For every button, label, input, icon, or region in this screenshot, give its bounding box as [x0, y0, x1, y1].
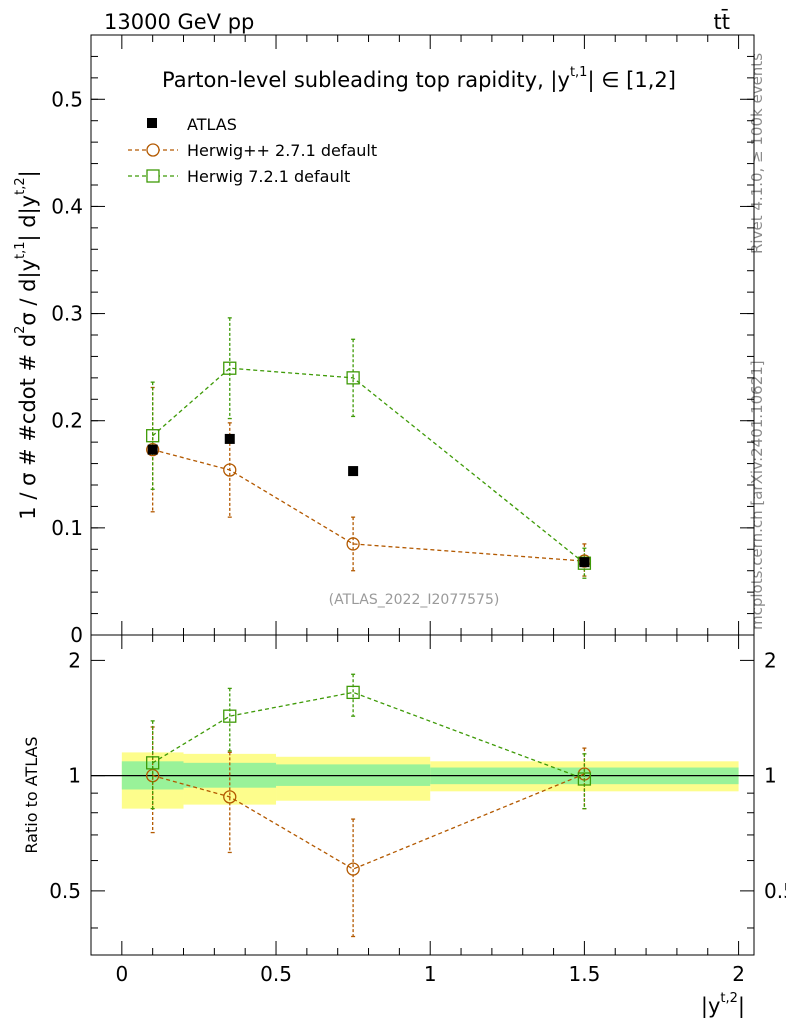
herwigpp-point: [146, 442, 160, 457]
legend-herwig7-marker: [146, 169, 160, 183]
main-ytick-label: 0.2: [51, 409, 83, 433]
main-ytick-label: 0.3: [51, 302, 83, 326]
x-axis-label: |yt,2|: [701, 991, 745, 1019]
ratio-ylabel: Ratio to ATLAS: [22, 736, 41, 853]
main-panel: 0 0.1 0.2 0.3 0.4 0.5 Parton-level subleading…: [13, 34, 755, 647]
ratio-ytick-label-left: 0.5: [49, 879, 81, 903]
ratio-herwig7-point: [146, 756, 160, 770]
ratio-ytick-label-right: 2: [764, 648, 777, 672]
atlas-point: [579, 557, 590, 568]
xlabel-main: |y: [701, 994, 721, 1019]
legend: ATLAS Herwig++ 2.7.1 default Herwig 7.2.…: [128, 115, 377, 186]
main-title-sup: t,1: [570, 65, 588, 80]
ylabel-part-g: |: [16, 170, 41, 177]
ratio-xtick-label: 2: [732, 962, 745, 986]
ylabel-part-a: 1 / σ # #cdot # d: [16, 334, 40, 520]
ratio-ytick-label-left: 1: [68, 764, 81, 788]
legend-herwigpp-marker: [146, 143, 160, 157]
ratio-panel: 0 0.5 1 1.5 2 0.5 0.5 1 1 2 2 Ratio to ATLAS |yt,2…: [22, 634, 786, 1019]
main-title: Parton-level subleading top rapidity, |y…: [162, 65, 676, 93]
main-ytick-label: 0.1: [51, 516, 83, 540]
analysis-watermark: (ATLAS_2022_I2077575): [329, 592, 500, 608]
ylabel-part-c: σ / d|y: [16, 259, 41, 326]
energy-label: 13000 GeV pp: [104, 10, 254, 34]
main-ytick-label: 0.4: [51, 194, 83, 218]
ylabel-part-e: | d|y: [16, 195, 41, 242]
ratio-herwig7-line: [152, 691, 585, 780]
ratio-herwigpp-point: [223, 790, 237, 804]
main-title-text: Parton-level subleading top rapidity, |y: [162, 68, 570, 93]
legend-atlas-marker: [147, 118, 157, 128]
ratio-xtick-label: 0.5: [260, 962, 292, 986]
ratio-herwig7-point: [577, 772, 592, 786]
ratio-herwig7-point: [346, 685, 360, 700]
ratio-herwig7-point: [223, 709, 237, 723]
ratio-xtick-label: 0: [115, 962, 128, 986]
ylabel-part-b: 2: [13, 326, 28, 334]
legend-herwig7-label: Herwig 7.2.1 default: [187, 167, 350, 186]
ratio-frame: [90, 634, 755, 956]
legend-herwigpp-label: Herwig++ 2.7.1 default: [187, 141, 377, 160]
main-ytick-label: 0.5: [51, 87, 83, 111]
xlabel-end: |: [738, 994, 745, 1019]
herwigpp-point: [346, 537, 360, 551]
herwig7-line: [152, 367, 585, 564]
ylabel-part-d: t,1: [13, 241, 28, 259]
main-ylabel: 1 / σ # #cdot # d2σ / d|yt,1| d|yt,2|: [13, 170, 41, 519]
process-label: tt̄: [714, 9, 730, 34]
ratio-herwigpp-point: [346, 862, 360, 876]
main-ytick-label: 0: [70, 623, 83, 647]
herwig7-point: [146, 429, 160, 443]
ratio-xtick-label: 1.5: [568, 962, 600, 986]
ratio-ytick-label-right: 0.5: [764, 879, 786, 903]
herwigpp-point: [223, 463, 237, 477]
ylabel-part-f: t,2: [13, 177, 28, 195]
atlas-point: [348, 466, 359, 477]
main-title-end: | ∈ [1,2]: [587, 68, 676, 93]
herwig7-point: [346, 371, 360, 385]
rivet-version-text: Rivet 4.1.0, ≥ 100k events: [748, 53, 766, 254]
legend-atlas-label: ATLAS: [187, 115, 237, 134]
ratio-ytick-label-left: 2: [68, 648, 81, 672]
xlabel-sup: t,2: [720, 991, 738, 1006]
atlas-point: [147, 444, 158, 455]
herwigpp-line: [152, 449, 585, 562]
ratio-ytick-label-right: 1: [764, 764, 777, 788]
atlas-point: [224, 433, 235, 444]
mcplots-source-text: mcplots.cern.ch [arXiv:2401.10621]: [748, 360, 766, 630]
ratio-xtick-label: 1: [424, 962, 437, 986]
herwig7-point: [223, 361, 237, 375]
